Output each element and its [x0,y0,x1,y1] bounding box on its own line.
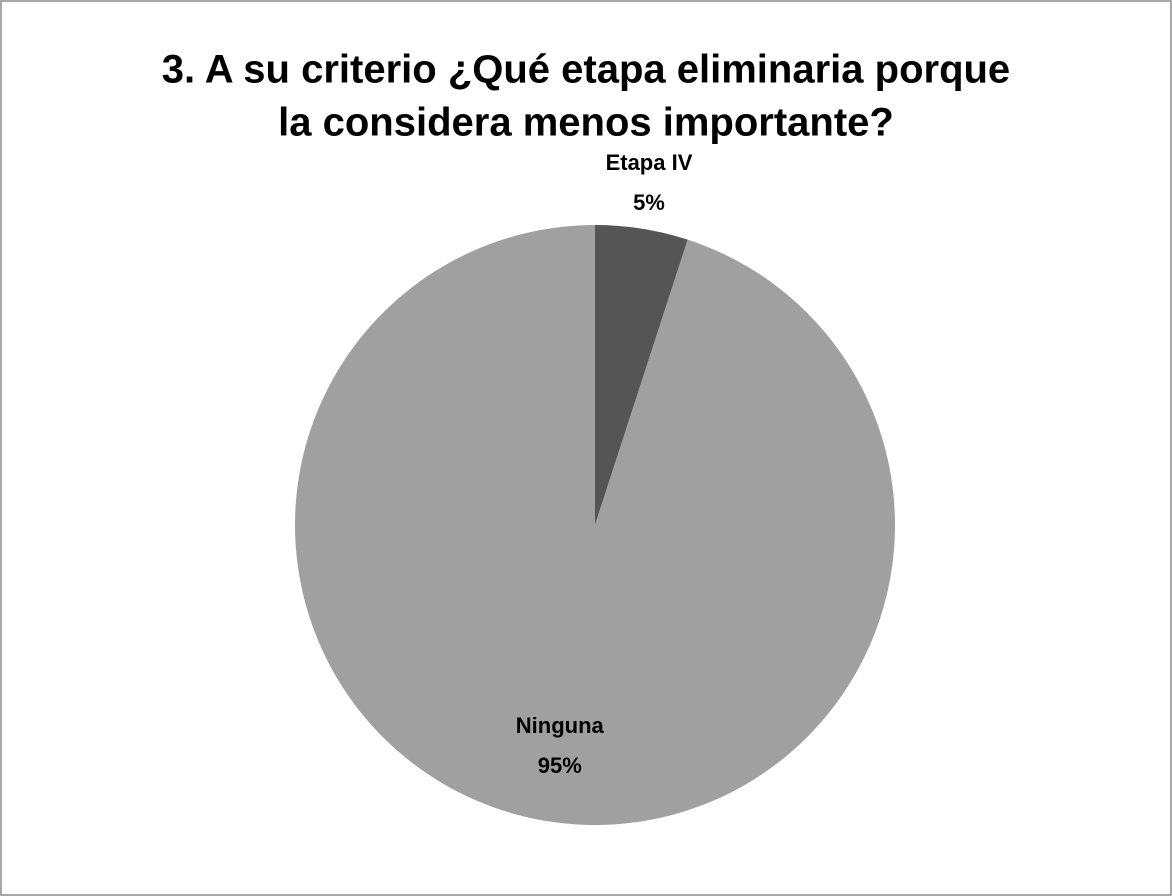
data-label-name: Etapa IV [606,150,693,175]
chart-title: la considera menos importante? [278,101,894,145]
data-label-value: 5% [633,190,665,215]
data-label-value: 95% [538,753,582,778]
pie-slice [294,225,896,826]
chart-title: 3. A su criterio ¿Qué etapa eliminaria p… [162,48,1010,92]
data-label-name: Ninguna [516,713,605,738]
pie-slice [595,225,688,525]
